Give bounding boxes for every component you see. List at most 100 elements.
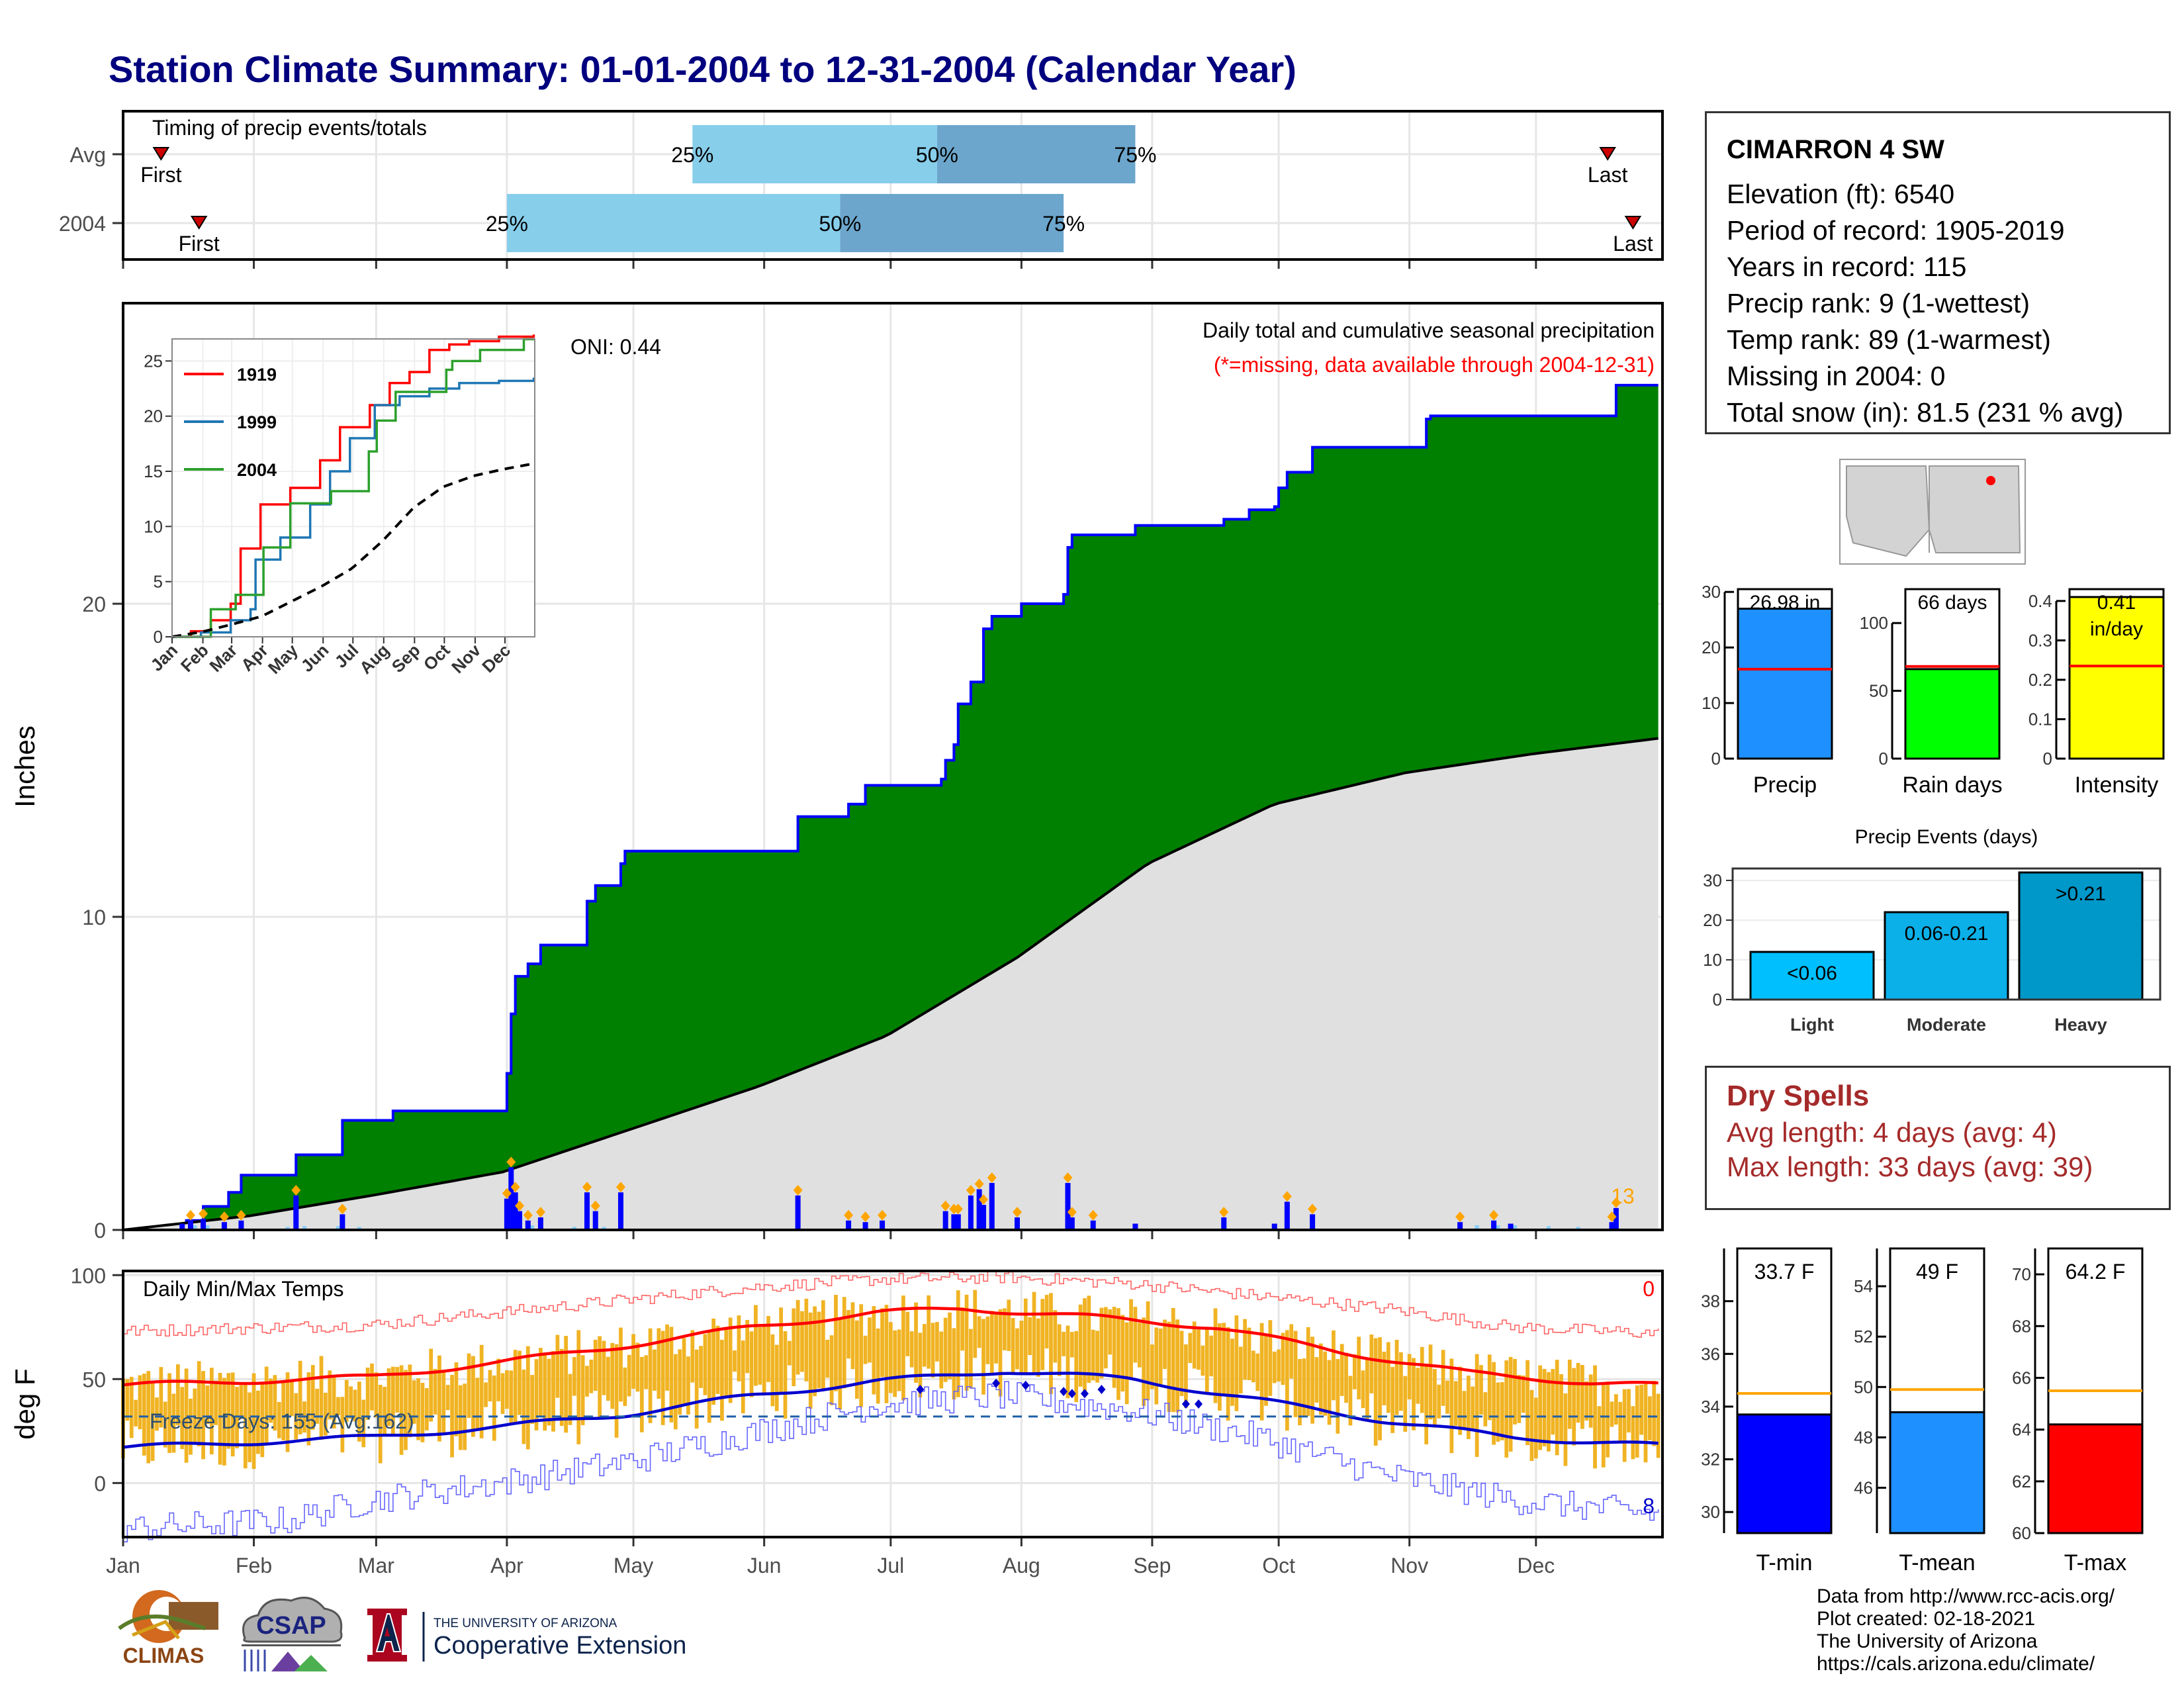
daily-temp-bar bbox=[1281, 1333, 1285, 1385]
daily-temp-bar bbox=[344, 1380, 349, 1422]
events-bar bbox=[2018, 871, 2144, 1001]
daily-temp-bar bbox=[964, 1294, 969, 1391]
daily-temp-bar bbox=[1011, 1318, 1015, 1373]
daily-temp-bar bbox=[479, 1344, 484, 1438]
daily-temp-bar bbox=[1412, 1358, 1416, 1430]
daily-temp-bar bbox=[703, 1334, 707, 1395]
temp-summary-value-label: 64.2 F bbox=[2066, 1260, 2126, 1284]
daily-temp-bar bbox=[1028, 1317, 1032, 1356]
daily-temp-bar bbox=[349, 1386, 353, 1419]
daily-temp-bar bbox=[1268, 1320, 1273, 1396]
daily-precip-bar bbox=[862, 1222, 868, 1230]
daily-temp-bar bbox=[1150, 1344, 1154, 1389]
daily-temp-bar bbox=[361, 1399, 366, 1448]
daily-temp-bar bbox=[264, 1366, 269, 1443]
daily-temp-bar bbox=[1057, 1324, 1062, 1376]
daily-temp-bar bbox=[1036, 1318, 1040, 1377]
daily-temp-bar bbox=[1137, 1323, 1142, 1368]
daily-temp-bar bbox=[1192, 1321, 1197, 1369]
daily-temp-bar bbox=[1201, 1345, 1205, 1376]
month-label: Jan bbox=[106, 1554, 140, 1577]
daily-temp-bar bbox=[918, 1333, 923, 1397]
precip-event-marker bbox=[236, 1209, 246, 1221]
daily-temp-bar bbox=[496, 1358, 501, 1401]
daily-temp-bar bbox=[635, 1342, 640, 1392]
temp-summary-ytick-label: 34 bbox=[1701, 1397, 1720, 1417]
daily-temp-bar bbox=[585, 1366, 589, 1397]
daily-temp-bar bbox=[1407, 1354, 1412, 1399]
daily-temp-bar bbox=[416, 1378, 420, 1440]
daily-temp-bar bbox=[319, 1356, 324, 1440]
footer-line: Plot created: 02-18-2021 bbox=[1817, 1608, 2036, 1630]
daily-temp-bar bbox=[720, 1339, 724, 1421]
daily-temp-bar bbox=[395, 1367, 400, 1413]
daily-temp-bar bbox=[256, 1390, 260, 1454]
total-ytick-label: 0.3 bbox=[2028, 630, 2052, 650]
timing-bar-q25-q50 bbox=[692, 125, 937, 183]
inset-border bbox=[171, 338, 535, 637]
daily-temp-bar bbox=[1099, 1307, 1104, 1379]
daily-temp-bar bbox=[1614, 1394, 1618, 1425]
daily-temp-bar bbox=[1420, 1346, 1424, 1413]
daily-snow-bar bbox=[1475, 1225, 1479, 1230]
daily-snow-bar bbox=[1576, 1227, 1580, 1230]
daily-temp-bar bbox=[235, 1387, 239, 1448]
total-ytick-label: 0.4 bbox=[2028, 591, 2052, 611]
inset-ytick-label: 20 bbox=[144, 406, 163, 426]
record-temp-marker bbox=[1021, 1380, 1030, 1390]
precip-event-marker bbox=[987, 1172, 997, 1184]
daily-temp-bar bbox=[1606, 1382, 1610, 1458]
inset-ytick-label: 5 bbox=[154, 572, 163, 592]
daily-temp-bar bbox=[420, 1382, 425, 1442]
normal-cumulative-area bbox=[123, 738, 1659, 1230]
daily-temp-bar bbox=[1108, 1309, 1113, 1355]
precip-event-marker bbox=[1455, 1211, 1465, 1223]
daily-temp-bar bbox=[467, 1353, 471, 1419]
daily-temp-bar bbox=[551, 1351, 555, 1432]
daily-temp-bar bbox=[994, 1311, 998, 1364]
inset-ytick-label: 25 bbox=[144, 351, 163, 371]
daily-temp-bar bbox=[273, 1375, 277, 1431]
temp-summary-ytick-label: 50 bbox=[1854, 1377, 1873, 1397]
daily-temp-bar bbox=[387, 1368, 391, 1426]
daily-temp-bar bbox=[1133, 1307, 1138, 1363]
daily-temp-bar bbox=[1213, 1308, 1218, 1403]
daily-temp-bar bbox=[404, 1370, 408, 1450]
record-temp-marker bbox=[1080, 1389, 1089, 1399]
daily-temp-bar bbox=[522, 1369, 526, 1444]
timing-panel-border bbox=[122, 110, 1664, 261]
daily-temp-bar bbox=[1069, 1332, 1074, 1358]
daily-temp-bar bbox=[931, 1323, 935, 1378]
daily-temp-bar bbox=[989, 1311, 994, 1375]
daily-temp-bar bbox=[909, 1331, 914, 1368]
locator-map-arizona bbox=[1846, 465, 1931, 557]
daily-temp-bar bbox=[408, 1364, 412, 1438]
daily-temp-bar bbox=[1622, 1389, 1627, 1462]
daily-temp-bar bbox=[1103, 1307, 1108, 1369]
daily-temp-bar bbox=[324, 1392, 328, 1436]
daily-temp-bar bbox=[1508, 1356, 1513, 1452]
daily-temp-bar bbox=[525, 1346, 530, 1450]
events-ytick-label: 10 bbox=[1703, 950, 1722, 970]
daily-temp-bar bbox=[969, 1329, 973, 1389]
daily-temp-bar bbox=[846, 1309, 850, 1359]
daily-temp-bar bbox=[699, 1346, 703, 1388]
daily-temp-bar bbox=[1318, 1343, 1323, 1415]
daily-temp-bar bbox=[475, 1378, 480, 1430]
events-panel-border bbox=[1731, 867, 2161, 1001]
daily-temp-bar bbox=[1453, 1381, 1458, 1426]
daily-temp-bar bbox=[488, 1370, 492, 1402]
daily-temp-bar bbox=[1205, 1329, 1209, 1395]
daily-precip-bar bbox=[1090, 1220, 1096, 1230]
total-ytick-label: 0.1 bbox=[2028, 709, 2052, 729]
inset-ytick-label: 15 bbox=[144, 461, 163, 481]
temp-ytick-label: 0 bbox=[94, 1472, 106, 1495]
daily-temp-bar bbox=[1310, 1336, 1314, 1424]
total-ytick-label: 30 bbox=[1702, 582, 1721, 602]
daily-temp-bar bbox=[1584, 1381, 1589, 1421]
total-ytick-label: 100 bbox=[1860, 613, 1888, 633]
daily-temp-bar bbox=[450, 1374, 454, 1458]
daily-temp-bar bbox=[580, 1355, 585, 1425]
precip-event-marker bbox=[582, 1182, 592, 1193]
daily-temp-bar bbox=[218, 1373, 222, 1465]
